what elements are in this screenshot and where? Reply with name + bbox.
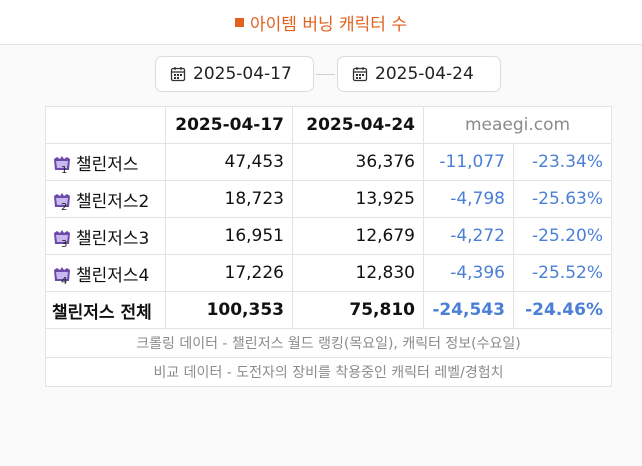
- crawl-note: 크롤링 데이터 - 챌린저스 월드 랭킹(목요일), 캐릭터 정보(수요일): [45, 328, 612, 358]
- world-name-cell: 4 챌린저스4: [45, 254, 166, 292]
- svg-text:1: 1: [61, 165, 67, 174]
- count-to: 13,925: [292, 180, 424, 218]
- start-date-label: 2025-04-17: [193, 64, 292, 84]
- world-name-cell: 1 챌린저스: [45, 143, 166, 181]
- count-to: 36,376: [292, 143, 424, 181]
- table-header-row: 2025-04-17 2025-04-24 meaegi.com: [45, 106, 612, 144]
- calendar-icon: [352, 67, 368, 82]
- count-from: 16,951: [165, 217, 293, 255]
- header-empty-cell: [45, 106, 166, 144]
- end-date-button[interactable]: 2025-04-24: [337, 56, 501, 92]
- date-separator: [316, 74, 335, 75]
- count-percent: -25.20%: [513, 217, 612, 255]
- page-title: 아이템 버닝 캐릭터 수: [235, 10, 407, 35]
- note-row: 비교 데이터 - 도전자의 장비를 착용중인 캐릭터 레벨/경험치: [45, 357, 612, 387]
- burning-count-table: 2025-04-17 2025-04-24 meaegi.com 1 챌린저스 …: [45, 106, 612, 387]
- svg-text:2: 2: [61, 202, 67, 211]
- count-percent: -25.63%: [513, 180, 612, 218]
- count-from: 47,453: [165, 143, 293, 181]
- svg-text:3: 3: [61, 239, 67, 248]
- count-percent: -23.34%: [513, 143, 612, 181]
- count-diff: -4,798: [423, 180, 514, 218]
- column-header-from: 2025-04-17: [165, 106, 293, 144]
- count-diff: -4,396: [423, 254, 514, 292]
- world-name: 챌린저스2: [76, 191, 150, 212]
- total-diff: -24,543: [423, 291, 514, 329]
- start-date-button[interactable]: 2025-04-17: [155, 56, 314, 92]
- count-to: 12,679: [292, 217, 424, 255]
- world-name: 챌린저스3: [76, 228, 150, 249]
- total-percent: -24.46%: [513, 291, 612, 329]
- table-row: 4 챌린저스4 17,226 12,830 -4,396 -25.52%: [45, 254, 612, 292]
- world-name: 챌린저스4: [76, 265, 150, 286]
- svg-text:4: 4: [61, 276, 67, 285]
- world-name-cell: 2 챌린저스2: [45, 180, 166, 218]
- count-diff: -11,077: [423, 143, 514, 181]
- site-watermark: meaegi.com: [423, 106, 612, 144]
- table-row: 1 챌린저스 47,453 36,376 -11,077 -23.34%: [45, 143, 612, 181]
- challengers-world-icon: 1: [54, 155, 70, 174]
- total-row: 챌린저스 전체 100,353 75,810 -24,543 -24.46%: [45, 291, 612, 329]
- challengers-world-icon: 4: [54, 266, 70, 285]
- count-from: 17,226: [165, 254, 293, 292]
- date-range-bar: 2025-04-17 2025-04-24: [0, 56, 642, 94]
- page-title-text: 아이템 버닝 캐릭터 수: [250, 14, 407, 35]
- title-square-icon: [235, 17, 244, 27]
- compare-note: 비교 데이터 - 도전자의 장비를 착용중인 캐릭터 레벨/경험치: [45, 357, 612, 387]
- total-to: 75,810: [292, 291, 424, 329]
- column-header-to: 2025-04-24: [292, 106, 424, 144]
- world-name-cell: 3 챌린저스3: [45, 217, 166, 255]
- header-bar: 아이템 버닝 캐릭터 수: [0, 0, 642, 45]
- count-diff: -4,272: [423, 217, 514, 255]
- end-date-label: 2025-04-24: [375, 64, 474, 84]
- note-row: 크롤링 데이터 - 챌린저스 월드 랭킹(목요일), 캐릭터 정보(수요일): [45, 328, 612, 358]
- total-label: 챌린저스 전체: [45, 291, 166, 329]
- calendar-icon: [170, 67, 186, 82]
- world-name: 챌린저스: [76, 154, 139, 175]
- table-row: 2 챌린저스2 18,723 13,925 -4,798 -25.63%: [45, 180, 612, 218]
- table-row: 3 챌린저스3 16,951 12,679 -4,272 -25.20%: [45, 217, 612, 255]
- count-percent: -25.52%: [513, 254, 612, 292]
- count-to: 12,830: [292, 254, 424, 292]
- challengers-world-icon: 2: [54, 192, 70, 211]
- total-from: 100,353: [165, 291, 293, 329]
- count-from: 18,723: [165, 180, 293, 218]
- challengers-world-icon: 3: [54, 229, 70, 248]
